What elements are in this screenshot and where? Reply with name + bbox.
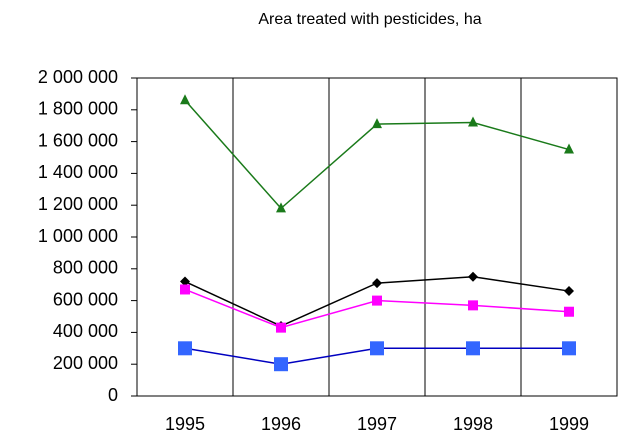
- y-tick-label: 200 000: [53, 353, 118, 373]
- y-tick-label: 1 400 000: [38, 162, 118, 182]
- x-tick-label: 1997: [357, 414, 397, 434]
- x-tick-label: 1999: [549, 414, 589, 434]
- marker: [564, 143, 574, 154]
- y-tick-label: 2 000 000: [38, 67, 118, 87]
- marker: [180, 276, 190, 287]
- chart-title: Area treated with pesticides, ha: [258, 11, 481, 28]
- marker: [564, 286, 574, 297]
- marker: [178, 341, 192, 356]
- marker: [274, 357, 288, 372]
- y-tick-label: 1 800 000: [38, 99, 118, 119]
- marker: [180, 94, 190, 105]
- marker: [372, 278, 382, 289]
- marker: [372, 118, 382, 129]
- y-tick-label: 1 600 000: [38, 130, 118, 150]
- y-tick-label: 1 000 000: [38, 226, 118, 246]
- marker: [562, 341, 576, 356]
- marker: [180, 284, 190, 295]
- marker: [372, 295, 382, 306]
- marker: [276, 202, 286, 213]
- y-tick-label: 0: [108, 385, 118, 405]
- marker: [468, 116, 478, 127]
- x-tick-label: 1996: [261, 414, 301, 434]
- y-tick-label: 400 000: [53, 321, 118, 341]
- y-tick-label: 800 000: [53, 258, 118, 278]
- marker: [466, 341, 480, 356]
- x-tick-label: 1998: [453, 414, 493, 434]
- marker: [564, 306, 574, 317]
- marker: [370, 341, 384, 356]
- marker: [276, 322, 286, 333]
- marker: [468, 271, 478, 282]
- y-tick-label: 1 200 000: [38, 194, 118, 214]
- x-tick-label: 1995: [165, 414, 205, 434]
- marker: [468, 300, 478, 311]
- y-tick-label: 600 000: [53, 289, 118, 309]
- series-line: [184, 99, 570, 210]
